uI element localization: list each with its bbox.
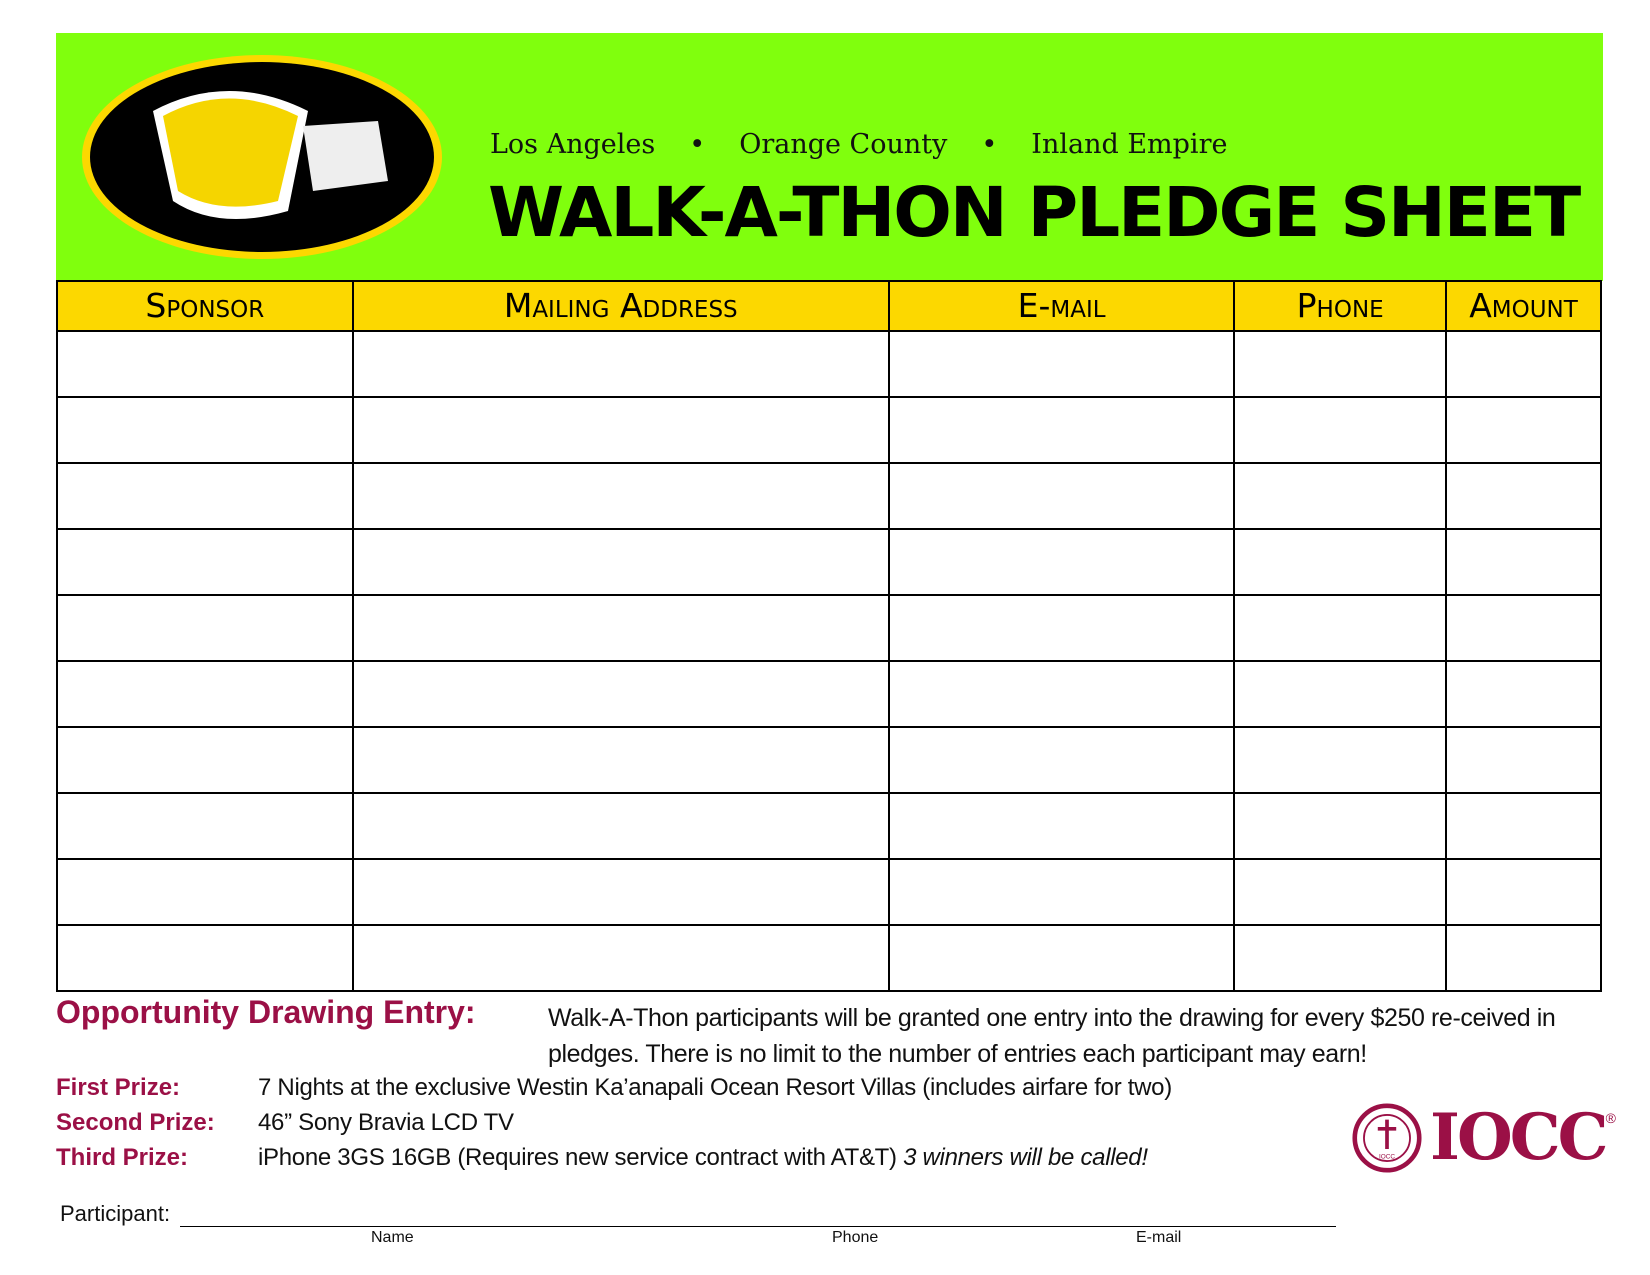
- table-row: [56, 594, 1602, 662]
- header-banner: Los Angeles • Orange County • Inland Emp…: [56, 33, 1603, 281]
- step-up-logo: [82, 55, 442, 259]
- cell-address[interactable]: [351, 528, 890, 596]
- drawing-text: Walk-A-Thon participants will be granted…: [548, 1004, 1556, 1068]
- cell-amount[interactable]: [1445, 396, 1602, 464]
- col-address: Mailing Address: [351, 280, 890, 332]
- cell-email[interactable]: [887, 594, 1236, 662]
- location-ie: Inland Empire: [1031, 129, 1228, 160]
- cell-phone[interactable]: [1233, 924, 1448, 992]
- cell-email[interactable]: [887, 462, 1236, 530]
- registered-mark: ®: [1605, 1110, 1616, 1126]
- cell-sponsor[interactable]: [56, 858, 354, 926]
- prize-value: iPhone 3GS 16GB (Requires new service co…: [258, 1144, 1148, 1172]
- cell-phone[interactable]: [1233, 660, 1448, 728]
- cell-amount[interactable]: [1445, 462, 1602, 530]
- cell-sponsor[interactable]: [56, 396, 354, 464]
- seal-text: IOCC: [1379, 1153, 1395, 1160]
- cell-amount[interactable]: [1445, 528, 1602, 596]
- table-row: [56, 792, 1602, 860]
- table-row: [56, 330, 1602, 398]
- cell-sponsor[interactable]: [56, 726, 354, 794]
- location-oc: Orange County: [739, 129, 948, 160]
- cell-amount[interactable]: [1445, 726, 1602, 794]
- table-row: [56, 858, 1602, 926]
- cell-email[interactable]: [887, 396, 1236, 464]
- col-amount: Amount: [1445, 280, 1602, 332]
- cell-sponsor[interactable]: [56, 330, 354, 398]
- cell-address[interactable]: [351, 726, 890, 794]
- name-label: Name: [371, 1229, 414, 1246]
- bullet: •: [689, 129, 706, 160]
- bullet: •: [981, 129, 998, 160]
- prize-first: First Prize: 7 Nights at the exclusive W…: [56, 1074, 1172, 1102]
- cell-amount[interactable]: [1445, 792, 1602, 860]
- cell-sponsor[interactable]: [56, 462, 354, 530]
- cell-email[interactable]: [887, 792, 1236, 860]
- table-row: [56, 924, 1602, 992]
- drawing-heading: Opportunity Drawing Entry:: [56, 994, 476, 1030]
- participant-input-line[interactable]: [180, 1226, 1336, 1227]
- cell-phone[interactable]: [1233, 858, 1448, 926]
- page-title: WALK-A-THON PLEDGE SHEET: [488, 173, 1581, 253]
- cell-email[interactable]: [887, 726, 1236, 794]
- cell-phone[interactable]: [1233, 396, 1448, 464]
- prize-label: First Prize:: [56, 1074, 181, 1101]
- cell-address[interactable]: [351, 792, 890, 860]
- table-row: [56, 462, 1602, 530]
- iocc-seal-icon: IOCC: [1352, 1102, 1422, 1173]
- cell-amount[interactable]: [1445, 858, 1602, 926]
- cell-sponsor[interactable]: [56, 792, 354, 860]
- cell-sponsor[interactable]: [56, 660, 354, 728]
- table-row: [56, 528, 1602, 596]
- table-row: [56, 396, 1602, 464]
- cell-amount[interactable]: [1445, 660, 1602, 728]
- email-label: E-mail: [1136, 1229, 1182, 1246]
- cell-sponsor[interactable]: [56, 924, 354, 992]
- iocc-wordmark: IOCC: [1430, 1100, 1609, 1175]
- cell-amount[interactable]: [1445, 330, 1602, 398]
- cell-phone[interactable]: [1233, 528, 1448, 596]
- pledge-table: Sponsor Mailing Address E-mail Phone Amo…: [56, 280, 1602, 992]
- cell-address[interactable]: [351, 462, 890, 530]
- cell-phone[interactable]: [1233, 594, 1448, 662]
- prize-second: Second Prize: 46” Sony Bravia LCD TV: [56, 1109, 514, 1137]
- table-row: [56, 726, 1602, 794]
- col-phone: Phone: [1233, 280, 1448, 332]
- cell-phone[interactable]: [1233, 726, 1448, 794]
- cell-email[interactable]: [887, 660, 1236, 728]
- cell-email[interactable]: [887, 528, 1236, 596]
- cell-address[interactable]: [351, 924, 890, 992]
- cell-address[interactable]: [351, 396, 890, 464]
- cell-address[interactable]: [351, 594, 890, 662]
- prize-label: Third Prize:: [56, 1144, 189, 1171]
- participant-label: Participant:: [60, 1201, 171, 1226]
- cell-amount[interactable]: [1445, 924, 1602, 992]
- cell-sponsor[interactable]: [56, 528, 354, 596]
- cell-amount[interactable]: [1445, 594, 1602, 662]
- locations: Los Angeles • Orange County • Inland Emp…: [490, 129, 1227, 160]
- cell-email[interactable]: [887, 330, 1236, 398]
- prize-note: 3 winners will be called!: [903, 1144, 1148, 1171]
- col-sponsor: Sponsor: [56, 280, 354, 332]
- phone-label: Phone: [832, 1229, 879, 1246]
- prize-label: Second Prize:: [56, 1109, 215, 1136]
- cell-email[interactable]: [887, 924, 1236, 992]
- table-row: [56, 660, 1602, 728]
- prize-value: 46” Sony Bravia LCD TV: [258, 1109, 514, 1136]
- cell-address[interactable]: [351, 660, 890, 728]
- cell-email[interactable]: [887, 858, 1236, 926]
- iocc-logo: IOCC IOCC ®: [1352, 1100, 1616, 1175]
- cell-phone[interactable]: [1233, 462, 1448, 530]
- cell-phone[interactable]: [1233, 792, 1448, 860]
- col-email: E-mail: [887, 280, 1236, 332]
- cell-sponsor[interactable]: [56, 594, 354, 662]
- prize-text: iPhone 3GS 16GB (Requires new service co…: [258, 1144, 897, 1171]
- cell-address[interactable]: [351, 858, 890, 926]
- prize-third: Third Prize: iPhone 3GS 16GB (Requires n…: [56, 1144, 1148, 1172]
- location-la: Los Angeles: [490, 129, 656, 160]
- cell-address[interactable]: [351, 330, 890, 398]
- prize-value: 7 Nights at the exclusive Westin Ka’anap…: [258, 1074, 1172, 1101]
- cell-phone[interactable]: [1233, 330, 1448, 398]
